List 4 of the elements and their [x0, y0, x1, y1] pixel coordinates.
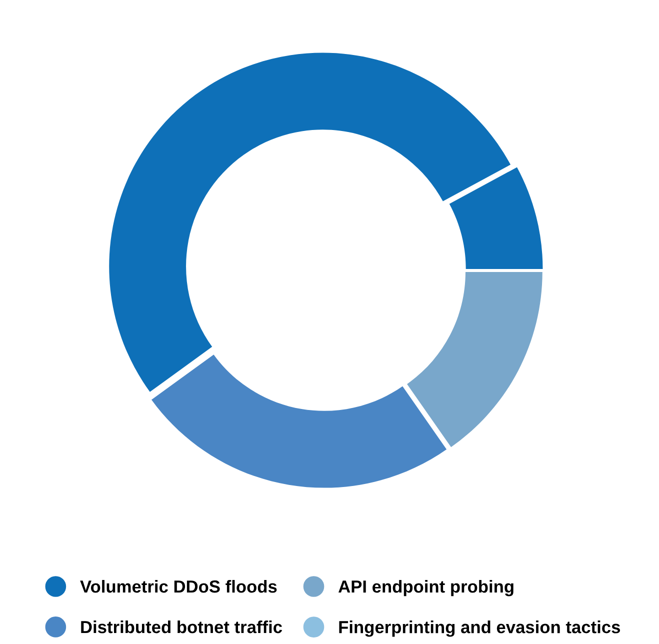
- legend-label: Fingerprinting and evasion tactics: [339, 620, 620, 637]
- legend-label: API endpoint probing: [338, 580, 514, 596]
- legend-label: Distributed botnet traffic: [81, 620, 282, 634]
- legend-label: Volumetric DDoS floods: [80, 580, 277, 593]
